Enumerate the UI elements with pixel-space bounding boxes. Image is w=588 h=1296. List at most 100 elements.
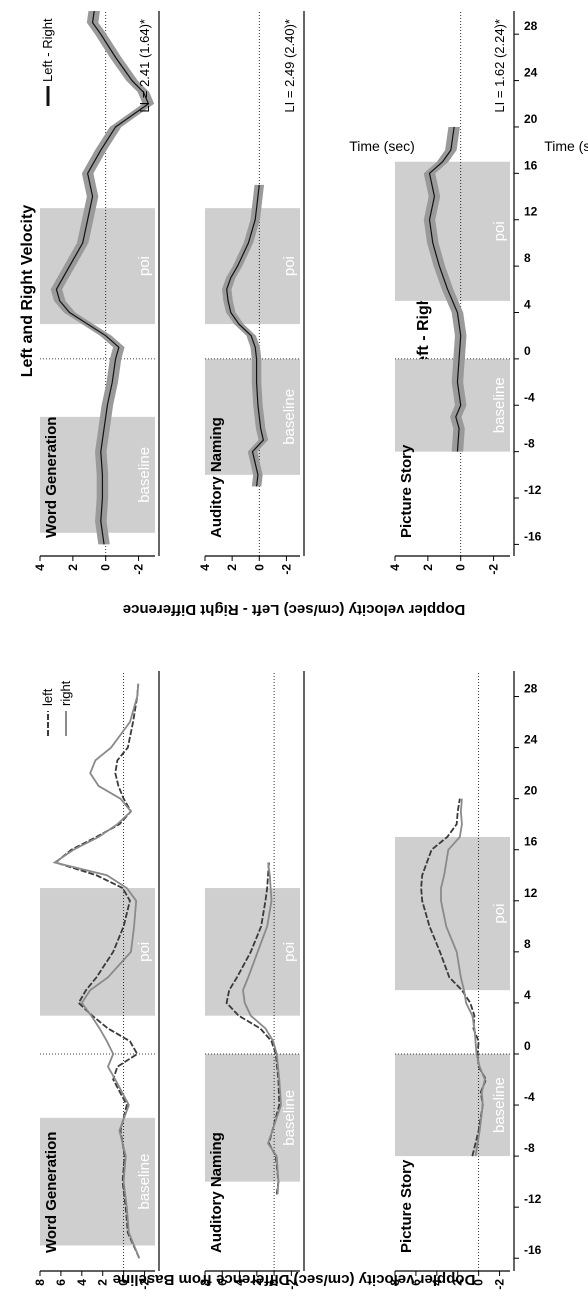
y-tick-label: 8 xyxy=(33,1279,47,1286)
y-tick-label: -2 xyxy=(279,564,293,575)
poi-band xyxy=(395,161,510,301)
poi-band xyxy=(40,888,155,1016)
y-tick-label: 2 xyxy=(250,1279,264,1286)
y-tick-label: 4 xyxy=(198,564,212,571)
poi-label: poi xyxy=(281,256,298,276)
baseline-label: baseline xyxy=(136,1154,153,1210)
series-line-right xyxy=(440,798,486,1157)
x-tick-label: -4 xyxy=(524,1090,535,1104)
x-tick-label: -12 xyxy=(524,483,542,497)
y-tick-label: 6 xyxy=(409,1279,423,1286)
x-tick-label: 4 xyxy=(524,297,531,311)
baseline-label: baseline xyxy=(281,1090,298,1146)
panel-difference-0: baseline poi 4 2 0 -2 Word Generation LI = 2.41… xyxy=(33,10,160,575)
series-line-right xyxy=(242,862,282,1195)
y-tick-label: 4 xyxy=(33,564,47,571)
baseline-label: baseline xyxy=(136,447,153,503)
x-tick-label: 0 xyxy=(524,344,531,358)
series-line-right xyxy=(52,683,141,1259)
series-line-difference xyxy=(55,10,150,545)
y-tick-label: -2 xyxy=(487,564,501,575)
baseline-band xyxy=(40,1117,155,1246)
x-tick-label: 8 xyxy=(524,251,531,265)
x-tick-label: 28 xyxy=(524,682,538,696)
legend-label-right: right xyxy=(58,680,73,706)
x-tick-label: 20 xyxy=(524,784,538,798)
poi-label: poi xyxy=(136,942,153,962)
y-tick-label: 2 xyxy=(225,564,239,571)
baseline-band xyxy=(205,1053,300,1182)
x-tick-label: -4 xyxy=(524,390,535,404)
y-tick-label: 8 xyxy=(388,1279,402,1286)
task-name: Picture Story xyxy=(398,1159,415,1253)
y-tick-label: 2 xyxy=(421,564,435,571)
panel-velocity-1: baseline poi 8 6 4 2 0 -2 Auditory Naming xyxy=(198,671,305,1290)
y-tick-label: 0 xyxy=(252,564,266,571)
baseline-label: baseline xyxy=(491,1077,508,1133)
y-tick-label: 2 xyxy=(451,1279,465,1286)
y-tick-label: 0 xyxy=(454,564,468,571)
series-line-difference xyxy=(428,126,462,452)
y-tick-label: 4 xyxy=(75,1279,89,1286)
x-tick-label: 24 xyxy=(524,66,538,80)
legend-left-right: left right xyxy=(40,680,73,736)
x-tick-label: -8 xyxy=(524,437,535,451)
baseline-label: baseline xyxy=(281,389,298,445)
y-tick-label: 4 xyxy=(388,564,402,571)
y-tick-label: 6 xyxy=(54,1279,68,1286)
poi-band xyxy=(395,836,510,991)
x-tick-label: 12 xyxy=(524,886,538,900)
series-line-left xyxy=(53,683,141,1259)
li-annotation: LI = 2.49 (2.40)* xyxy=(282,19,297,113)
y-tick-label: 8 xyxy=(198,1279,212,1286)
legend-difference: Left - Right xyxy=(40,18,55,106)
baseline-band xyxy=(395,1053,510,1157)
left-column-title: Left and Right Velocity xyxy=(19,205,36,378)
legend-label-left: left xyxy=(40,688,55,706)
x-tick-label: 20 xyxy=(524,112,538,126)
y-tick-label: 0 xyxy=(472,1279,486,1286)
x-tick-label: 8 xyxy=(524,937,531,951)
x-tick-label: -16 xyxy=(524,529,542,543)
y-tick-label: 0 xyxy=(267,1279,281,1286)
poi-label: poi xyxy=(491,221,508,241)
right-x-axis-label: Time (sec) xyxy=(544,138,588,154)
li-annotation: LI = 2.41 (1.64)* xyxy=(137,19,152,113)
x-tick-label: 12 xyxy=(524,205,538,219)
x-tick-label: 16 xyxy=(524,835,538,849)
difference-error-band xyxy=(221,184,269,487)
y-tick-label: 6 xyxy=(215,1279,229,1286)
task-name: Auditory Naming xyxy=(208,1132,225,1253)
baseline-label: baseline xyxy=(491,377,508,433)
task-name: Word Generation xyxy=(43,417,60,538)
legend-label-difference: Left - Right xyxy=(40,18,55,82)
task-name: Picture Story xyxy=(398,444,415,538)
panel-velocity-0: baseline poi 8 6 4 2 0 -2 Word Generation xyxy=(33,671,160,1290)
task-name: Auditory Naming xyxy=(208,417,225,538)
series-line-left xyxy=(225,862,281,1195)
x-tick-label: 0 xyxy=(524,1039,531,1053)
x-tick-label: -12 xyxy=(524,1192,542,1206)
y-tick-label: -2 xyxy=(493,1279,507,1290)
poi-label: poi xyxy=(136,256,153,276)
y-tick-label: 0 xyxy=(117,1279,131,1286)
y-tick-label: -2 xyxy=(138,1279,152,1290)
y-tick-label: 4 xyxy=(430,1279,444,1286)
left-x-axis-label: Time (sec) xyxy=(349,138,415,154)
left-y-axis-label: Doppler velocity (cm/sec) Difference fro… xyxy=(113,1271,476,1288)
series-line-difference xyxy=(226,184,265,487)
x-tick-label: 24 xyxy=(524,733,538,747)
x-tick-label: 16 xyxy=(524,158,538,172)
y-tick-label: 2 xyxy=(66,564,80,571)
poi-band xyxy=(205,888,300,1016)
panel-difference-1: baseline poi 4 2 0 -2 Auditory Naming LI = 2.49… xyxy=(198,11,305,575)
poi-band xyxy=(40,208,155,325)
li-annotation: LI = 1.62 (2.24)* xyxy=(492,19,507,113)
x-tick-label: -16 xyxy=(524,1243,542,1257)
task-name: Word Generation xyxy=(43,1132,60,1253)
y-tick-label: 0 xyxy=(99,564,113,571)
y-tick-label: 4 xyxy=(233,1279,247,1286)
